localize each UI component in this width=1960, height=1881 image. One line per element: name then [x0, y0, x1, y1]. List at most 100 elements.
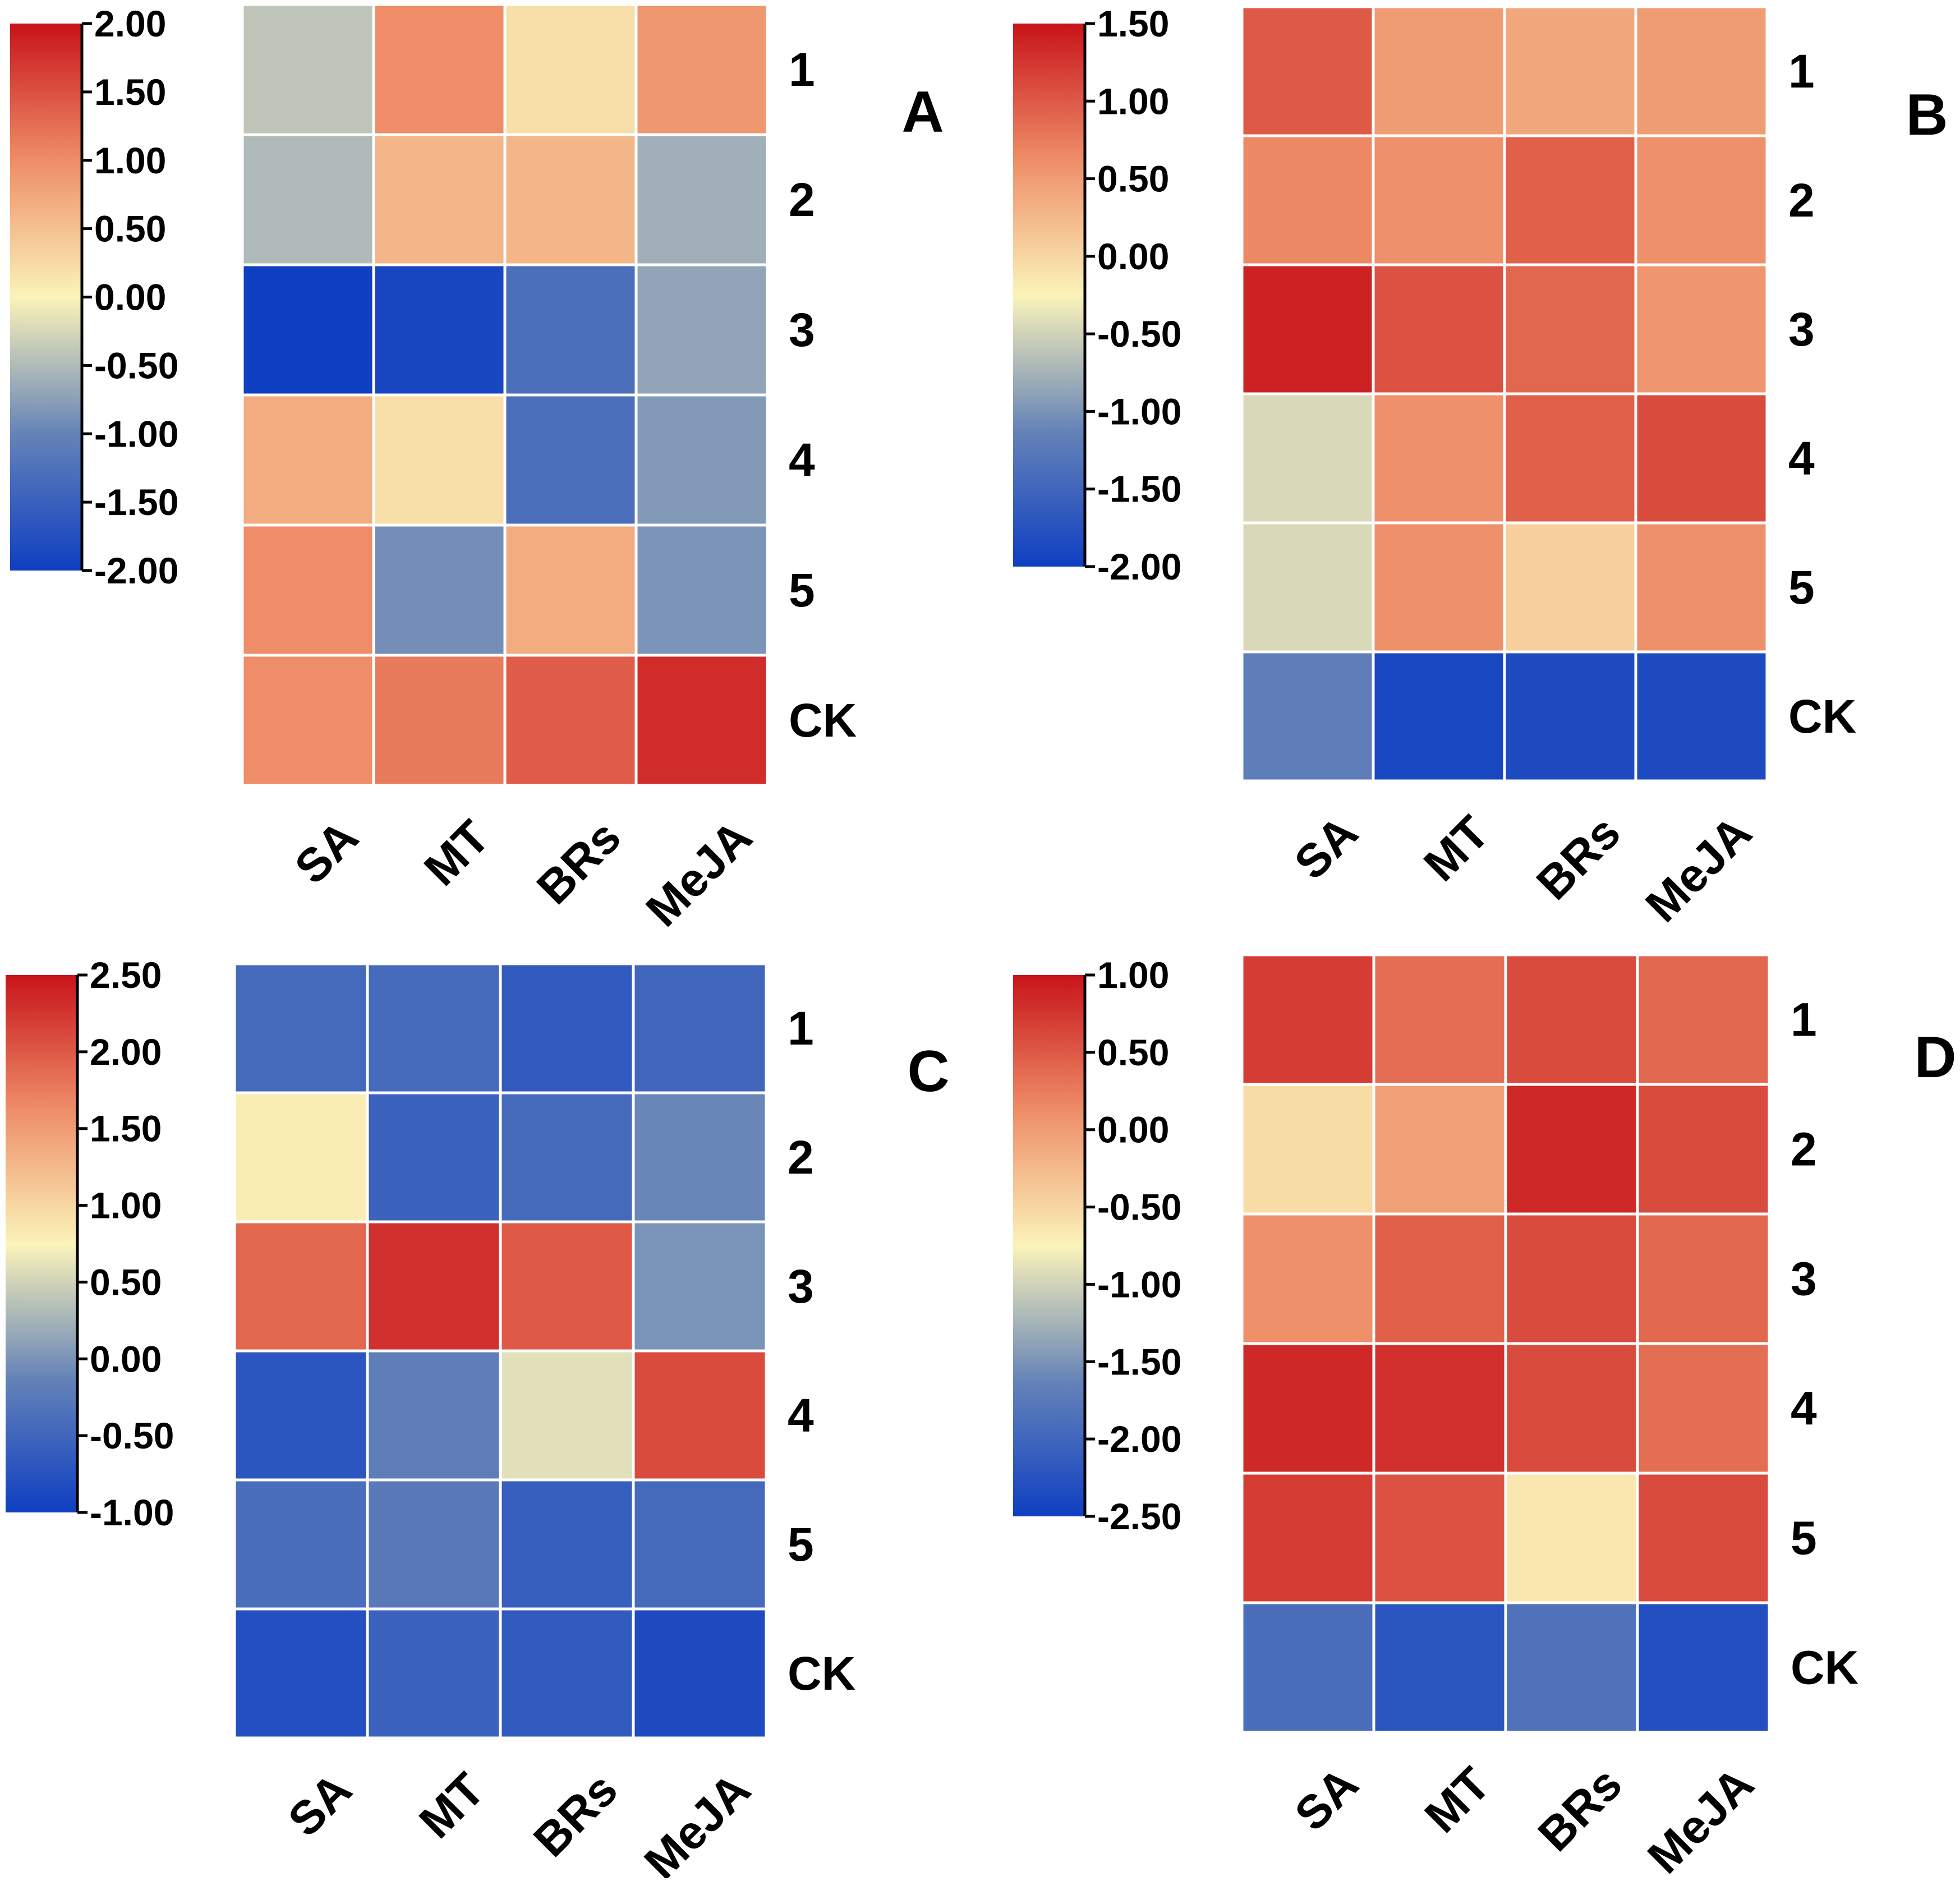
heatmap-cell-A — [503, 654, 638, 787]
colorbar-A — [10, 24, 82, 571]
heatmap-cell-C — [632, 962, 768, 1094]
row-label-B: CK — [1788, 690, 1856, 743]
panel-letter-A: A — [901, 80, 944, 145]
heatmap-cell-D — [1504, 953, 1639, 1086]
panel-letter-C: C — [907, 1039, 949, 1104]
colorbar-tick-label-B: 1.50 — [1097, 3, 1169, 44]
heatmap-cell-B — [1372, 650, 1506, 783]
heatmap-cell-B — [1240, 392, 1375, 525]
row-label-B: 2 — [1788, 174, 1815, 227]
heatmap-cell-C — [366, 1349, 502, 1482]
column-label-A: BRs — [527, 810, 631, 914]
row-label-B: 4 — [1788, 432, 1815, 485]
column-label-C: BRs — [523, 1763, 627, 1866]
heatmap-cell-C — [233, 1607, 369, 1740]
heatmap-cell-B — [1634, 5, 1769, 137]
heatmap-cell-C — [499, 1091, 635, 1224]
column-label-C: MeJA — [634, 1763, 760, 1878]
colorbar-tick-label-D: -0.50 — [1097, 1186, 1181, 1228]
heatmap-cell-B — [1634, 134, 1769, 266]
row-label-C: 2 — [788, 1131, 814, 1184]
heatmap-cell-D — [1240, 1212, 1375, 1345]
colorbar-tick-label-A: -1.00 — [94, 413, 178, 454]
colorbar-tick-label-A: -0.50 — [94, 344, 178, 386]
heatmap-cell-C — [499, 962, 635, 1094]
colorbar-tick-label-C: 2.00 — [90, 1031, 162, 1073]
colorbar-tick-label-C: -0.50 — [90, 1415, 174, 1456]
heatmap-cell-A — [241, 523, 375, 657]
row-label-C: 5 — [788, 1518, 814, 1571]
colorbar-tick-label-A: 0.00 — [94, 277, 166, 318]
heatmap-cell-D — [1636, 1471, 1771, 1604]
heatmap-cell-C — [233, 962, 369, 1094]
heatmap-cell-B — [1634, 650, 1769, 783]
column-label-D: MeJA — [1637, 1757, 1764, 1878]
heatmap-cell-B — [1372, 134, 1506, 266]
row-label-D: 4 — [1791, 1382, 1817, 1435]
heatmap-cell-B — [1240, 5, 1375, 137]
heatmap-cell-C — [499, 1349, 635, 1482]
row-label-B: 1 — [1788, 45, 1815, 98]
colorbar-tick-label-C: 0.50 — [90, 1261, 162, 1303]
column-label-A: SA — [284, 810, 368, 894]
heatmap-cell-C — [233, 1349, 369, 1482]
heatmap-cell-A — [372, 654, 507, 787]
colorbar-tick-label-B: -1.00 — [1097, 390, 1181, 432]
colorbar-tick-label-A: 0.50 — [94, 208, 166, 250]
row-label-D: 3 — [1791, 1253, 1817, 1305]
heatmap-cell-D — [1636, 1342, 1771, 1475]
heatmap-cell-A — [634, 393, 769, 527]
heatmap-cell-B — [1503, 650, 1637, 783]
colorbar-tick-label-D: -1.00 — [1097, 1263, 1181, 1305]
heatmap-cell-B — [1240, 263, 1375, 395]
heatmap-cell-B — [1503, 521, 1637, 654]
heatmap-cell-D — [1504, 1471, 1639, 1604]
colorbar-tick-label-B: -0.50 — [1097, 313, 1181, 355]
column-label-C: SA — [278, 1763, 361, 1846]
colorbar-D — [1013, 975, 1085, 1516]
heatmap-cell-A — [503, 133, 638, 266]
heatmap-cell-B — [1503, 5, 1637, 137]
heatmap-cell-A — [503, 393, 638, 527]
row-label-A: 4 — [789, 434, 815, 486]
colorbar-tick-label-D: 0.00 — [1097, 1109, 1169, 1151]
heatmap-cell-D — [1504, 1342, 1639, 1475]
row-label-D: 5 — [1791, 1512, 1817, 1565]
row-label-B: 3 — [1788, 303, 1815, 356]
heatmap-cell-A — [503, 3, 638, 136]
colorbar-tick-label-D: -2.50 — [1097, 1496, 1181, 1537]
heatmap-cell-C — [366, 1478, 502, 1611]
colorbar-tick-label-D: -2.00 — [1097, 1418, 1181, 1460]
heatmap-cell-B — [1503, 392, 1637, 525]
colorbar-tick-label-C: 2.50 — [90, 954, 162, 996]
row-label-C: CK — [788, 1647, 855, 1700]
heatmap-cell-A — [372, 393, 507, 527]
heatmap-cell-A — [241, 393, 375, 527]
heatmap-cell-D — [1240, 1471, 1375, 1604]
colorbar-tick-label-A: 1.50 — [94, 71, 166, 113]
heatmap-cell-B — [1503, 134, 1637, 266]
heatmap-cell-D — [1636, 1212, 1771, 1345]
colorbar-tick-label-A: -1.50 — [94, 481, 178, 523]
heatmap-cell-C — [366, 1091, 502, 1224]
heatmap-cell-D — [1240, 953, 1375, 1086]
colorbar-tick-label-C: 0.00 — [90, 1338, 162, 1379]
heatmap-cell-A — [241, 654, 375, 787]
row-label-A: 1 — [789, 43, 815, 96]
heatmap-cell-D — [1504, 1212, 1639, 1345]
heatmap-cell-C — [233, 1220, 369, 1353]
heatmap-cell-A — [634, 263, 769, 397]
column-label-B: MeJA — [1635, 806, 1761, 932]
heatmap-cell-D — [1504, 1601, 1639, 1734]
heatmap-cell-A — [634, 523, 769, 657]
heatmap-cell-D — [1636, 1601, 1771, 1734]
colorbar-tick-label-B: -1.50 — [1097, 468, 1181, 510]
colorbar-tick-label-B: 1.00 — [1097, 80, 1169, 122]
heatmap-cell-D — [1240, 1342, 1375, 1475]
column-label-D: SA — [1285, 1757, 1368, 1841]
heatmap-cell-D — [1372, 1083, 1507, 1216]
row-label-C: 4 — [788, 1389, 814, 1442]
row-label-A: CK — [789, 694, 857, 747]
row-label-D: 2 — [1791, 1123, 1817, 1176]
